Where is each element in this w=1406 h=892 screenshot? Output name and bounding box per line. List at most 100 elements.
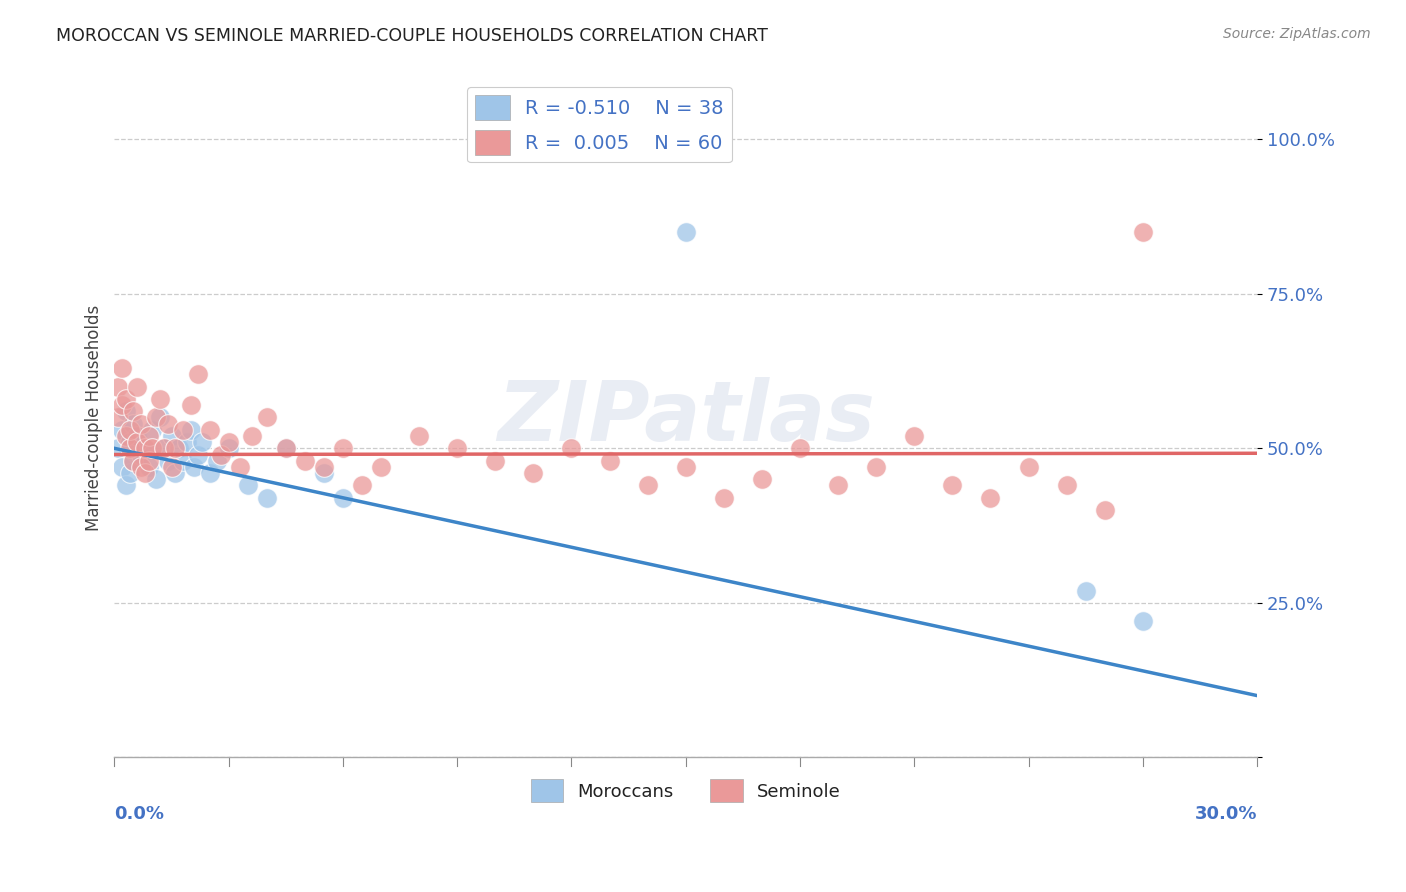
Point	[129, 448, 152, 462]
Point	[129, 459, 152, 474]
Point	[350, 478, 373, 492]
Point	[111, 423, 134, 437]
Point	[118, 423, 141, 437]
Point	[294, 453, 316, 467]
Point	[903, 429, 925, 443]
Point	[111, 459, 134, 474]
Point	[122, 453, 145, 467]
Point	[153, 442, 176, 456]
Point	[107, 442, 129, 456]
Point	[240, 429, 263, 443]
Point	[522, 466, 544, 480]
Point	[172, 453, 194, 467]
Point	[198, 466, 221, 480]
Text: Source: ZipAtlas.com: Source: ZipAtlas.com	[1223, 27, 1371, 41]
Point	[115, 392, 138, 406]
Point	[827, 478, 849, 492]
Point	[1132, 615, 1154, 629]
Point	[1074, 583, 1097, 598]
Point	[138, 459, 160, 474]
Point	[134, 466, 156, 480]
Point	[236, 478, 259, 492]
Point	[183, 459, 205, 474]
Point	[229, 459, 252, 474]
Point	[165, 466, 187, 480]
Point	[191, 435, 214, 450]
Point	[599, 453, 621, 467]
Point	[134, 442, 156, 456]
Point	[187, 448, 209, 462]
Point	[107, 379, 129, 393]
Point	[127, 435, 149, 450]
Point	[941, 478, 963, 492]
Point	[165, 442, 187, 456]
Point	[129, 417, 152, 431]
Point	[312, 459, 335, 474]
Point	[218, 442, 240, 456]
Text: ZIPatlas: ZIPatlas	[496, 377, 875, 458]
Point	[209, 448, 232, 462]
Point	[484, 453, 506, 467]
Point	[1018, 459, 1040, 474]
Point	[274, 442, 297, 456]
Point	[637, 478, 659, 492]
Point	[207, 453, 229, 467]
Point	[149, 410, 172, 425]
Point	[138, 429, 160, 443]
Text: 0.0%: 0.0%	[114, 805, 165, 823]
Point	[332, 442, 354, 456]
Point	[187, 367, 209, 381]
Point	[176, 435, 198, 450]
Point	[167, 442, 190, 456]
Point	[118, 442, 141, 456]
Point	[218, 435, 240, 450]
Point	[332, 491, 354, 505]
Point	[274, 442, 297, 456]
Point	[675, 225, 697, 239]
Point	[1132, 225, 1154, 239]
Point	[118, 466, 141, 480]
Point	[312, 466, 335, 480]
Point	[122, 404, 145, 418]
Point	[107, 410, 129, 425]
Point	[713, 491, 735, 505]
Point	[122, 417, 145, 431]
Point	[180, 423, 202, 437]
Point	[1094, 503, 1116, 517]
Point	[115, 429, 138, 443]
Point	[141, 423, 163, 437]
Point	[127, 429, 149, 443]
Point	[141, 442, 163, 456]
Point	[979, 491, 1001, 505]
Point	[198, 423, 221, 437]
Point	[160, 459, 183, 474]
Point	[560, 442, 582, 456]
Point	[149, 392, 172, 406]
Point	[156, 453, 179, 467]
Point	[111, 361, 134, 376]
Point	[789, 442, 811, 456]
Text: 30.0%: 30.0%	[1195, 805, 1257, 823]
Point	[115, 404, 138, 418]
Point	[118, 435, 141, 450]
Legend: Moroccans, Seminole: Moroccans, Seminole	[523, 772, 848, 810]
Point	[408, 429, 430, 443]
Point	[156, 417, 179, 431]
Point	[153, 442, 176, 456]
Point	[446, 442, 468, 456]
Point	[160, 429, 183, 443]
Point	[145, 410, 167, 425]
Point	[256, 410, 278, 425]
Point	[122, 453, 145, 467]
Point	[1056, 478, 1078, 492]
Point	[138, 453, 160, 467]
Point	[256, 491, 278, 505]
Y-axis label: Married-couple Households: Married-couple Households	[86, 304, 103, 531]
Point	[675, 459, 697, 474]
Point	[115, 478, 138, 492]
Point	[111, 398, 134, 412]
Point	[370, 459, 392, 474]
Point	[127, 379, 149, 393]
Point	[145, 472, 167, 486]
Point	[865, 459, 887, 474]
